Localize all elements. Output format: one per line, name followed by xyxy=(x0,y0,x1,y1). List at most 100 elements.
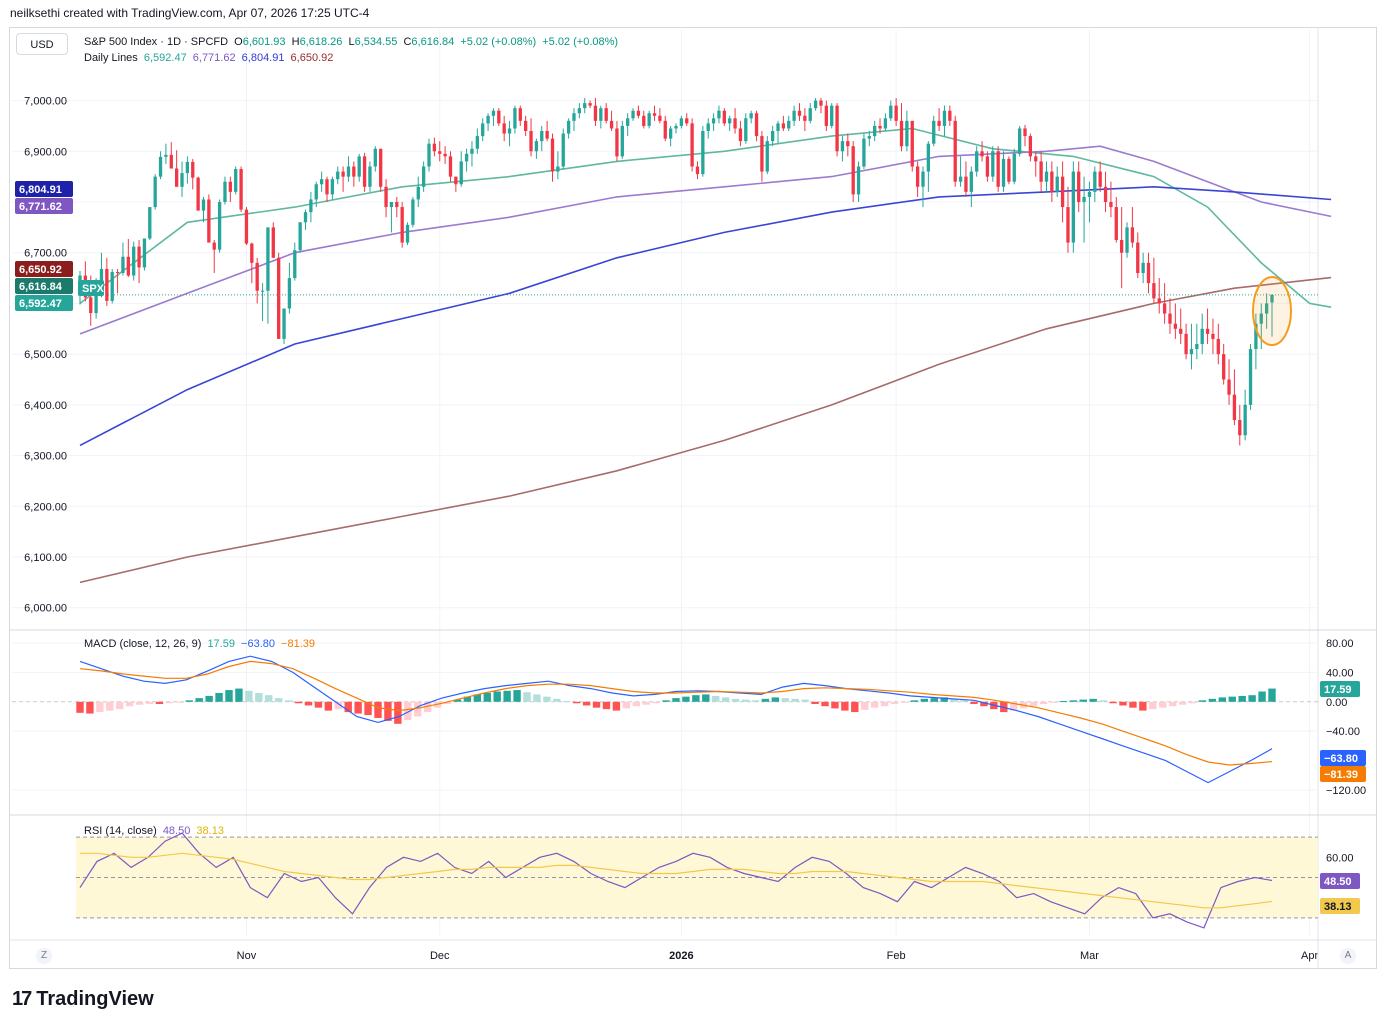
candle xyxy=(239,169,243,210)
macd-histogram-bar xyxy=(414,701,422,717)
macd-histogram-bar xyxy=(503,690,511,702)
candle xyxy=(1071,171,1075,243)
candle xyxy=(932,120,936,144)
macd-histogram-bar xyxy=(851,701,859,713)
macd-histogram-bar xyxy=(1188,701,1197,704)
ma200-legend-value: 6,650.92 xyxy=(290,52,334,64)
candle xyxy=(421,166,426,187)
macd-histogram-bar xyxy=(1039,701,1048,704)
macd-histogram-bar xyxy=(632,701,640,707)
candle xyxy=(529,131,533,152)
candle xyxy=(158,156,163,177)
macd-histogram-bar xyxy=(245,690,253,702)
candle xyxy=(132,246,136,276)
macd-histogram-bar xyxy=(145,701,154,704)
macd-histogram-bar xyxy=(592,701,601,708)
candle xyxy=(604,108,608,121)
macd-histogram-bar xyxy=(304,701,313,706)
price-axis-label: 6,200.00 xyxy=(24,501,67,513)
rsi-legend-title: RSI (14, close) xyxy=(84,825,157,837)
macd-histogram-bar xyxy=(900,701,909,703)
candle xyxy=(1248,349,1253,405)
symbol-badge: SPX xyxy=(82,283,105,295)
low-label: L xyxy=(348,36,355,48)
macd-histogram-bar xyxy=(284,700,293,702)
candle xyxy=(1195,344,1199,350)
candle xyxy=(846,141,850,147)
candle xyxy=(1001,158,1006,187)
candle xyxy=(851,146,855,195)
ma20-badge-bg xyxy=(15,295,73,311)
macd-line-badge-bg xyxy=(1320,750,1366,766)
macd-histogram-bar xyxy=(870,701,879,708)
ma50-badge-bg xyxy=(15,198,73,214)
tradingview-logo-icon: 17 xyxy=(12,988,32,1010)
candle xyxy=(1259,313,1263,324)
nav-right-button[interactable]: A xyxy=(1340,948,1356,964)
macd-histogram-bar xyxy=(463,696,472,702)
macd-histogram-bar xyxy=(731,698,740,702)
macd-histogram-bar xyxy=(125,701,134,707)
candle xyxy=(105,268,109,301)
macd-line xyxy=(79,655,1273,784)
macd-histogram-bar xyxy=(443,701,452,704)
candle xyxy=(991,151,995,177)
macd-histogram-bar xyxy=(930,698,938,702)
candle xyxy=(969,171,973,192)
macd-histogram-bar xyxy=(761,698,770,702)
candle xyxy=(889,105,893,119)
candle xyxy=(1254,323,1258,350)
macd-histogram-bar xyxy=(354,701,362,714)
macd-histogram-bar xyxy=(801,699,809,702)
macd-histogram-bar xyxy=(294,701,303,704)
candle xyxy=(137,246,141,268)
candle xyxy=(352,166,356,177)
candle xyxy=(244,209,249,244)
candle xyxy=(744,118,748,142)
candle xyxy=(1039,161,1043,182)
macd-histogram-bar xyxy=(195,698,203,702)
candle xyxy=(153,176,157,208)
candle xyxy=(110,271,114,301)
candle xyxy=(738,128,743,142)
macd-histogram-bar xyxy=(890,701,899,704)
candle xyxy=(1050,171,1054,192)
ma100-badge-bg xyxy=(15,181,73,197)
open-label: O xyxy=(234,36,243,48)
candle xyxy=(1114,207,1118,241)
macd-histogram-bar xyxy=(423,701,432,713)
candle xyxy=(550,138,555,172)
macd-histogram-bar xyxy=(473,694,482,702)
candle xyxy=(212,242,216,250)
macd-histogram-bar xyxy=(910,700,919,702)
candle xyxy=(980,151,984,157)
macd-histogram-bar xyxy=(1109,701,1117,704)
price-axis-label: 6,400.00 xyxy=(24,400,67,412)
candle xyxy=(636,110,641,116)
change-value-2: +5.02 (+0.08%) xyxy=(542,36,619,48)
candle xyxy=(797,110,802,116)
ma200-badge-bg xyxy=(15,261,73,277)
candle xyxy=(115,271,120,273)
candle xyxy=(835,105,839,152)
nav-left-button[interactable]: Z xyxy=(36,948,52,964)
candle xyxy=(1216,338,1220,355)
ma20-legend-value: 6,592.47 xyxy=(143,52,187,64)
candle xyxy=(234,169,238,192)
rsi-axis-label: 60.00 xyxy=(1326,852,1354,864)
candle xyxy=(169,154,173,169)
candle xyxy=(534,141,539,152)
candle xyxy=(1238,420,1242,436)
candle xyxy=(1109,202,1113,208)
candle xyxy=(899,120,904,147)
candle xyxy=(883,118,888,129)
lines-legend-title: Daily Lines xyxy=(84,52,138,64)
macd-line-badge: −63.80 xyxy=(1324,753,1358,765)
macd-histogram-bar xyxy=(811,701,819,704)
currency-button[interactable]: USD xyxy=(16,33,68,55)
candle xyxy=(330,179,335,195)
candle xyxy=(325,179,329,195)
candle xyxy=(642,115,646,126)
macd-histogram-bar xyxy=(453,699,462,702)
